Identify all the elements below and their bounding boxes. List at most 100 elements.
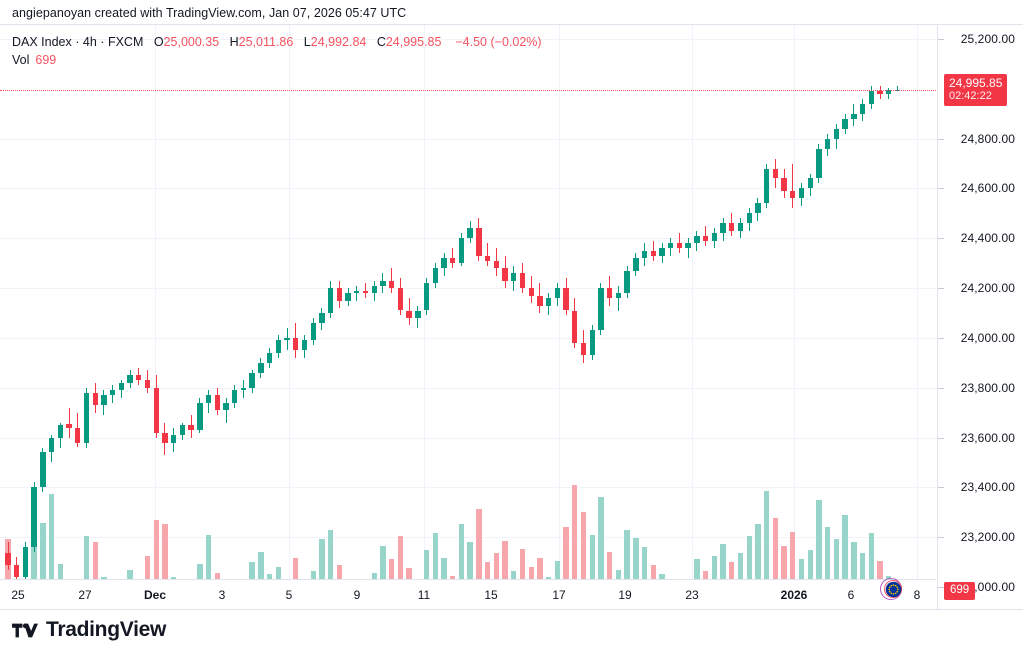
chart-pane[interactable]: [0, 25, 936, 609]
volume-bar: [807, 550, 813, 603]
price-axis-label: 23,600.00: [960, 430, 1015, 445]
volume-bar: [493, 553, 499, 603]
price-tick: [938, 487, 944, 488]
candle-body: [528, 288, 534, 296]
volume-bar: [83, 536, 90, 603]
volume-bar: [580, 512, 587, 603]
time-axis-label: 6: [847, 588, 855, 602]
candle-body: [563, 288, 569, 311]
candle-body: [205, 395, 212, 403]
gridline-vertical: [692, 25, 693, 579]
candle-body: [22, 547, 29, 578]
candle-body: [729, 223, 735, 231]
volume-bar: [205, 534, 212, 603]
candle-body: [859, 103, 866, 114]
price-tick: [938, 388, 944, 389]
gridline-horizontal: [0, 338, 936, 339]
volume-bar: [772, 518, 779, 603]
candle-body: [641, 250, 648, 259]
candle-body: [345, 293, 351, 301]
tradingview-logo: TradingView: [12, 618, 166, 642]
candle-body: [380, 280, 386, 286]
candle-body: [502, 268, 508, 281]
volume-bar: [851, 542, 857, 603]
volume-bar: [467, 542, 473, 603]
candle-body: [109, 390, 116, 396]
gridline-horizontal: [0, 288, 936, 289]
gridline-vertical: [559, 25, 560, 579]
time-scale[interactable]: 25 27 Dec 3 5 9 11 15 17 19 23 2026 6 8: [0, 579, 936, 609]
price-tick: [938, 338, 944, 339]
candle-body: [301, 340, 308, 351]
chart-frame: DAX Index · 4h · FXCM O25,000.35 H25,011…: [0, 24, 1023, 610]
economic-event-marker-eu[interactable]: [880, 577, 906, 603]
volume-bar: [763, 491, 770, 603]
candle-body: [467, 228, 473, 239]
time-axis-label: 15: [484, 588, 498, 602]
candle-body: [336, 288, 343, 301]
candle-body: [781, 178, 787, 191]
gridline-vertical: [917, 25, 918, 579]
candle-body: [136, 375, 142, 381]
volume-bar: [641, 547, 648, 603]
volume-bar: [153, 519, 159, 603]
candle-body: [694, 235, 700, 244]
candle-body: [450, 258, 456, 264]
candle-body: [842, 118, 848, 129]
candle-wick: [896, 86, 898, 91]
time-axis-label: 19: [618, 588, 632, 602]
tradingview-mark-icon: [12, 623, 38, 637]
last-price-dotted-line: [0, 89, 936, 91]
candle-body: [101, 395, 107, 406]
volume-bar: [423, 550, 430, 603]
bar-countdown: 02:42:22: [949, 89, 992, 102]
candle-body: [833, 128, 840, 139]
volume-bar: [519, 548, 526, 603]
price-tick: [938, 537, 944, 538]
candle-body: [589, 330, 595, 356]
price-axis-label: 24,200.00: [960, 281, 1015, 296]
volume-bar: [633, 537, 639, 603]
candle-wick: [365, 283, 367, 299]
time-axis-label: 11: [417, 588, 431, 602]
volume-bar: [824, 527, 831, 603]
candle-body: [144, 380, 151, 388]
time-axis-label: 23: [685, 588, 699, 602]
candle-body: [572, 310, 578, 343]
candle-body: [118, 382, 125, 391]
gridline-vertical: [794, 25, 795, 579]
price-tick: [938, 238, 944, 239]
price-tick: [938, 288, 944, 289]
candle-wick: [68, 407, 70, 438]
candle-body: [755, 203, 761, 214]
candle-body: [258, 362, 264, 373]
volume-bar: [458, 524, 465, 603]
candle-body: [659, 248, 665, 256]
volume-bar: [842, 515, 848, 603]
volume-bar: [48, 494, 55, 603]
volume-bar: [563, 527, 569, 603]
candle-body: [92, 392, 98, 406]
time-axis-label: 27: [78, 588, 92, 602]
price-scale[interactable]: 25,200.00 24,800.00 24,600.00 24,400.00 24,2…: [937, 25, 1023, 609]
candle-body: [162, 432, 168, 443]
price-axis-label: 24,600.00: [960, 181, 1015, 196]
candle-body: [319, 313, 325, 323]
volume-bar: [319, 539, 325, 603]
candle-body: [816, 148, 822, 179]
gridline-horizontal: [0, 388, 936, 389]
attribution-text: angiepanoyan created with TradingView.co…: [12, 6, 407, 20]
candle-wick: [687, 238, 689, 259]
tradingview-wordmark: TradingView: [46, 618, 167, 641]
candle-body: [223, 402, 229, 411]
candle-body: [397, 288, 404, 311]
volume-bar: [397, 536, 404, 603]
candle-body: [371, 285, 377, 294]
volume-bar: [5, 539, 11, 603]
time-axis-label: 5: [285, 588, 293, 602]
candle-body: [284, 337, 290, 341]
candle-body: [807, 178, 813, 189]
price-tick: [938, 39, 944, 40]
volume-bar: [162, 524, 168, 603]
candle-body: [511, 273, 517, 281]
